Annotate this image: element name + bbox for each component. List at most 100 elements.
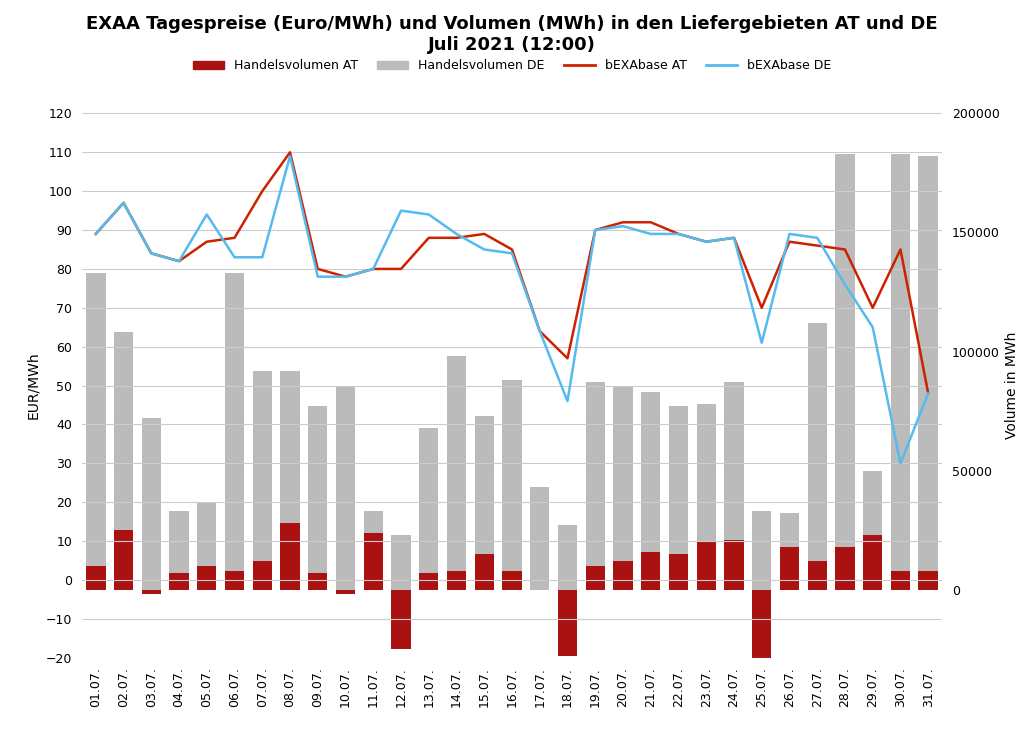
Bar	[474, 416, 494, 590]
bEXAbase DE	[451, 229, 463, 238]
bEXAbase DE	[644, 229, 656, 238]
Bar	[586, 383, 605, 590]
Bar	[253, 561, 272, 590]
bEXAbase DE	[783, 229, 796, 238]
Bar	[779, 547, 799, 590]
bEXAbase AT	[90, 229, 102, 238]
bEXAbase DE	[201, 210, 213, 219]
bEXAbase AT	[534, 327, 546, 336]
bEXAbase AT	[616, 218, 629, 227]
Bar	[197, 501, 216, 590]
Bar	[253, 370, 272, 590]
Y-axis label: EUR/MWh: EUR/MWh	[27, 352, 40, 420]
Bar	[586, 566, 605, 590]
bEXAbase AT	[118, 198, 130, 207]
bEXAbase AT	[673, 229, 685, 238]
bEXAbase DE	[506, 249, 518, 258]
Bar	[891, 571, 910, 590]
Bar	[613, 387, 633, 590]
bEXAbase DE	[284, 152, 296, 161]
Bar	[308, 573, 328, 590]
Bar	[558, 525, 578, 590]
Bar	[281, 370, 300, 590]
Bar	[141, 590, 161, 594]
bEXAbase AT	[589, 225, 601, 234]
Bar	[919, 156, 938, 590]
bEXAbase DE	[894, 459, 906, 468]
bEXAbase AT	[728, 234, 740, 243]
Bar	[669, 554, 688, 590]
Bar	[225, 273, 245, 590]
Text: EXAA Tagespreise (Euro/MWh) und Volumen (MWh) in den Liefergebieten AT und DE
Ju: EXAA Tagespreise (Euro/MWh) und Volumen …	[86, 15, 938, 54]
bEXAbase AT	[561, 354, 573, 363]
bEXAbase DE	[228, 253, 241, 262]
bEXAbase AT	[700, 237, 713, 246]
Bar	[724, 540, 743, 590]
Bar	[558, 590, 578, 656]
bEXAbase AT	[922, 389, 934, 398]
bEXAbase DE	[90, 229, 102, 238]
bEXAbase AT	[395, 265, 408, 274]
Bar	[114, 530, 133, 590]
Bar	[641, 392, 660, 590]
bEXAbase AT	[339, 272, 351, 281]
bEXAbase AT	[173, 256, 185, 265]
Bar	[419, 573, 438, 590]
Bar	[613, 561, 633, 590]
bEXAbase AT	[201, 237, 213, 246]
bEXAbase DE	[423, 210, 435, 219]
bEXAbase AT	[478, 229, 490, 238]
Bar	[503, 380, 521, 590]
Bar	[503, 571, 521, 590]
Bar	[364, 532, 383, 590]
Bar	[169, 511, 188, 590]
bEXAbase DE	[145, 249, 158, 258]
Bar	[364, 511, 383, 590]
bEXAbase DE	[256, 253, 268, 262]
Bar	[808, 561, 827, 590]
bEXAbase DE	[922, 389, 934, 398]
Bar	[197, 566, 216, 590]
Bar	[696, 542, 716, 590]
bEXAbase AT	[894, 245, 906, 254]
Bar	[474, 554, 494, 590]
bEXAbase DE	[534, 327, 546, 336]
bEXAbase DE	[811, 234, 823, 243]
Bar	[281, 523, 300, 590]
Bar	[891, 154, 910, 590]
Bar	[836, 154, 855, 590]
bEXAbase AT	[311, 265, 324, 274]
bEXAbase DE	[339, 272, 351, 281]
Bar	[696, 404, 716, 590]
Bar	[141, 418, 161, 590]
bEXAbase AT	[783, 237, 796, 246]
bEXAbase DE	[118, 198, 130, 207]
bEXAbase AT	[284, 147, 296, 156]
Bar	[419, 428, 438, 590]
bEXAbase AT	[256, 187, 268, 196]
Bar	[863, 535, 883, 590]
bEXAbase DE	[561, 397, 573, 406]
bEXAbase DE	[756, 338, 768, 347]
Bar	[836, 547, 855, 590]
bEXAbase AT	[756, 303, 768, 312]
bEXAbase DE	[311, 272, 324, 281]
bEXAbase DE	[673, 229, 685, 238]
Bar	[114, 333, 133, 590]
Bar	[863, 471, 883, 590]
Bar	[669, 406, 688, 590]
Bar	[86, 566, 105, 590]
bEXAbase DE	[395, 206, 408, 215]
Bar	[919, 571, 938, 590]
bEXAbase AT	[839, 245, 851, 254]
Bar	[724, 383, 743, 590]
Bar	[391, 535, 411, 590]
Line: bEXAbase AT: bEXAbase AT	[96, 152, 928, 393]
bEXAbase DE	[478, 245, 490, 254]
bEXAbase DE	[616, 222, 629, 231]
Bar	[336, 590, 355, 594]
bEXAbase AT	[811, 241, 823, 250]
Bar	[225, 571, 245, 590]
bEXAbase DE	[173, 256, 185, 265]
bEXAbase AT	[368, 265, 380, 274]
